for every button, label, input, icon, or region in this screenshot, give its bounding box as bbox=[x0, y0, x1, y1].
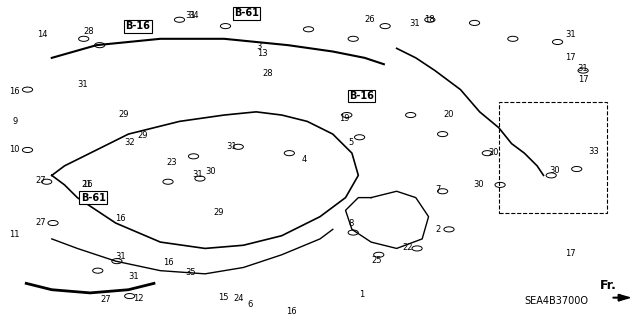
Text: 17: 17 bbox=[565, 249, 575, 258]
Text: 5: 5 bbox=[348, 137, 353, 146]
Text: 31: 31 bbox=[115, 252, 126, 261]
Text: 17: 17 bbox=[578, 75, 588, 84]
Text: 31: 31 bbox=[227, 142, 237, 151]
Text: 24: 24 bbox=[233, 294, 243, 303]
Text: 7: 7 bbox=[435, 185, 441, 194]
Text: 4: 4 bbox=[301, 155, 307, 164]
Text: B-61: B-61 bbox=[81, 193, 106, 203]
Text: 30: 30 bbox=[205, 167, 216, 176]
Text: 9: 9 bbox=[12, 117, 17, 126]
Text: B-16: B-16 bbox=[349, 91, 374, 101]
Text: 19: 19 bbox=[339, 114, 349, 123]
Text: 20: 20 bbox=[444, 110, 454, 119]
Text: 29: 29 bbox=[118, 110, 129, 119]
Text: 25: 25 bbox=[371, 256, 381, 265]
Text: 11: 11 bbox=[10, 230, 20, 239]
Text: 10: 10 bbox=[10, 145, 20, 154]
Text: 8: 8 bbox=[348, 219, 353, 227]
Text: 16: 16 bbox=[10, 87, 20, 96]
Text: 16: 16 bbox=[163, 258, 173, 267]
Text: 16: 16 bbox=[287, 307, 297, 316]
Text: 31: 31 bbox=[192, 170, 203, 179]
Text: B-16: B-16 bbox=[125, 21, 150, 31]
Text: 23: 23 bbox=[166, 158, 177, 167]
Text: 27: 27 bbox=[100, 295, 111, 304]
Text: 6: 6 bbox=[247, 300, 252, 309]
Text: SEA4B3700O: SEA4B3700O bbox=[524, 296, 588, 306]
Text: 1: 1 bbox=[359, 290, 364, 299]
Text: 28: 28 bbox=[262, 69, 273, 78]
Text: 21: 21 bbox=[82, 180, 92, 189]
Text: 16: 16 bbox=[115, 214, 126, 223]
Text: 26: 26 bbox=[365, 15, 375, 24]
Text: 30: 30 bbox=[473, 180, 484, 189]
Polygon shape bbox=[618, 294, 630, 301]
Text: 2: 2 bbox=[435, 225, 441, 234]
Text: Fr.: Fr. bbox=[600, 279, 617, 292]
Text: 22: 22 bbox=[403, 243, 413, 252]
Text: 18: 18 bbox=[424, 15, 435, 24]
Text: 30: 30 bbox=[550, 166, 561, 175]
Bar bbox=[499, 102, 607, 213]
Text: 33: 33 bbox=[588, 147, 598, 156]
Text: 13: 13 bbox=[257, 48, 268, 58]
Text: 20: 20 bbox=[488, 148, 499, 157]
Text: 31: 31 bbox=[565, 31, 575, 40]
Text: 29: 29 bbox=[137, 131, 148, 140]
Text: 3: 3 bbox=[257, 42, 262, 51]
Text: 31: 31 bbox=[186, 11, 196, 20]
Text: 16: 16 bbox=[81, 180, 92, 189]
Text: 31: 31 bbox=[77, 80, 88, 89]
Text: 31: 31 bbox=[409, 19, 420, 28]
Text: 17: 17 bbox=[565, 53, 575, 62]
Text: 12: 12 bbox=[132, 294, 143, 303]
Text: 29: 29 bbox=[214, 208, 225, 217]
Text: 28: 28 bbox=[83, 27, 94, 36]
Text: B-61: B-61 bbox=[234, 8, 259, 19]
Text: 14: 14 bbox=[37, 30, 47, 39]
Text: 27: 27 bbox=[35, 218, 45, 227]
Text: 35: 35 bbox=[186, 268, 196, 277]
Text: 31: 31 bbox=[578, 64, 588, 73]
Text: 15: 15 bbox=[218, 293, 228, 302]
Text: 27: 27 bbox=[35, 176, 45, 185]
Text: 32: 32 bbox=[124, 137, 135, 146]
Text: 31: 31 bbox=[128, 272, 139, 281]
Text: 34: 34 bbox=[188, 11, 199, 20]
